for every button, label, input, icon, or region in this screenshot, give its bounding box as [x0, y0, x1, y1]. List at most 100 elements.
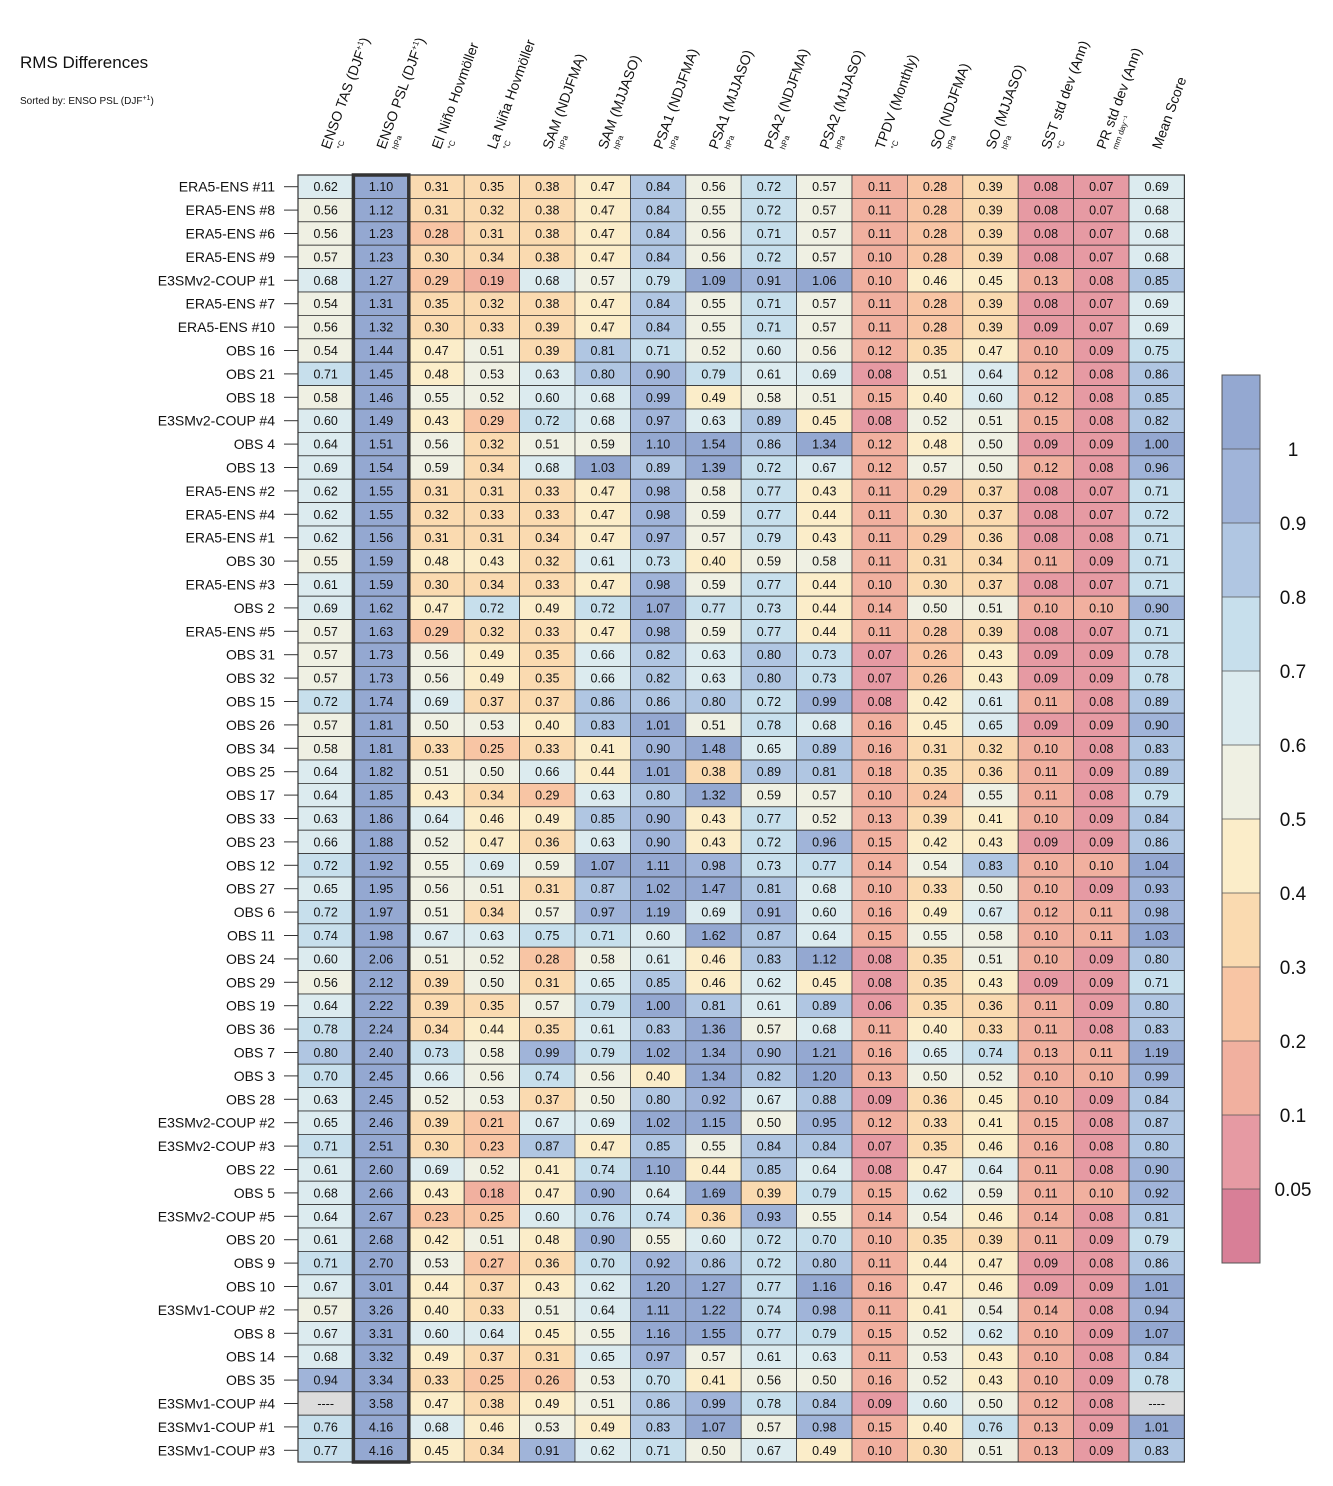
cell-value: 0.60: [314, 414, 338, 428]
cell-value: 0.49: [701, 391, 725, 405]
cell-value: 0.66: [535, 765, 559, 779]
cell-value: 0.33: [480, 1303, 504, 1317]
cell-value: 0.61: [591, 1023, 615, 1037]
cell-value: 0.57: [314, 718, 338, 732]
row-label: OBS 8: [234, 1325, 275, 1341]
cell-value: 2.60: [369, 1163, 393, 1177]
cell-value: 0.09: [1089, 952, 1113, 966]
row-label: OBS 31: [226, 647, 275, 663]
cell-value: 0.73: [646, 555, 670, 569]
column-header: TPDV (Monthly): [871, 52, 920, 151]
cell-value: 0.66: [591, 648, 615, 662]
cell-value: 0.57: [812, 250, 836, 264]
cell-value: 0.67: [812, 461, 836, 475]
cell-value: 0.69: [1145, 321, 1169, 335]
row-label: OBS 33: [226, 811, 275, 827]
cell-value: 0.10: [1089, 859, 1113, 873]
cell-value: 0.07: [1089, 578, 1113, 592]
cell-value: 0.68: [535, 461, 559, 475]
cell-value: 0.85: [1145, 274, 1169, 288]
cell-value: 0.09: [1089, 555, 1113, 569]
cell-value: 1.34: [701, 1046, 725, 1060]
row-label: OBS 36: [226, 1021, 275, 1037]
cell-value: 0.83: [1145, 1444, 1169, 1458]
cell-value: 0.48: [424, 367, 448, 381]
colorbar-tick-label: 0.2: [1280, 1032, 1306, 1053]
cell-value: 1.59: [369, 578, 393, 592]
cell-value: 3.34: [369, 1374, 393, 1388]
cell-value: 0.57: [314, 625, 338, 639]
cell-value: 0.52: [923, 1374, 947, 1388]
cell-value: 0.64: [424, 812, 448, 826]
cell-value: 0.83: [591, 718, 615, 732]
cell-value: 0.56: [424, 648, 448, 662]
cell-value: 0.08: [1034, 180, 1058, 194]
cell-value: 0.86: [701, 1257, 725, 1271]
row-label: ERA5-ENS #9: [186, 249, 276, 265]
cell-value: 2.46: [369, 1116, 393, 1130]
cell-value: 0.58: [314, 391, 338, 405]
cell-value: 0.55: [591, 1327, 615, 1341]
cell-value: 0.33: [535, 484, 559, 498]
cell-value: 0.69: [314, 461, 338, 475]
cell-value: 0.12: [868, 461, 892, 475]
cell-value: 0.10: [868, 274, 892, 288]
cell-value: 0.50: [812, 1374, 836, 1388]
cell-value: 3.31: [369, 1327, 393, 1341]
cell-value: 0.40: [923, 1023, 947, 1037]
cell-value: 0.85: [1145, 391, 1169, 405]
cell-value: 0.97: [646, 1350, 670, 1364]
cell-value: 0.11: [1034, 765, 1057, 779]
cell-value: 0.41: [535, 1163, 559, 1177]
cell-value: 1.55: [369, 484, 393, 498]
cell-value: 0.56: [701, 250, 725, 264]
cell-value: 0.68: [1145, 227, 1169, 241]
cell-value: 0.53: [480, 367, 504, 381]
cell-value: 0.29: [424, 625, 448, 639]
cell-value: 0.79: [701, 367, 725, 381]
subtitle-close: ): [150, 96, 153, 107]
cell-value: 0.11: [868, 531, 891, 545]
cell-value: 0.87: [591, 882, 615, 896]
cell-value: 0.12: [868, 1116, 892, 1130]
cell-value: 0.58: [812, 555, 836, 569]
cell-value: 0.78: [1145, 1374, 1169, 1388]
cell-value: 0.16: [868, 906, 892, 920]
cell-value: 0.71: [757, 227, 781, 241]
cell-value: 0.39: [978, 204, 1002, 218]
cell-value: 0.68: [314, 1186, 338, 1200]
cell-value: 2.68: [369, 1233, 393, 1247]
cell-value: 0.11: [868, 555, 891, 569]
cell-value: 0.90: [1145, 718, 1169, 732]
cell-value: 0.99: [646, 391, 670, 405]
cell-value: 0.07: [868, 648, 892, 662]
cell-value: 0.08: [1089, 695, 1113, 709]
cell-value: 0.69: [1145, 297, 1169, 311]
cell-value: 0.21: [480, 1116, 504, 1130]
cell-value: 0.86: [1145, 835, 1169, 849]
cell-value: 0.29: [480, 414, 504, 428]
cell-value: 0.39: [978, 625, 1002, 639]
row-label: OBS 13: [226, 460, 275, 476]
cell-value: 0.07: [1089, 625, 1113, 639]
row-label: OBS 32: [226, 670, 275, 686]
cell-value: 0.08: [1089, 274, 1113, 288]
colorbar-segment: [1222, 967, 1260, 1041]
row-label: E3SMv1-COUP #4: [158, 1396, 275, 1412]
cell-value: 0.50: [978, 438, 1002, 452]
row-label: OBS 23: [226, 834, 275, 850]
cell-value: 0.84: [812, 1140, 836, 1154]
cell-value: 1.11: [646, 859, 669, 873]
cell-value: 0.81: [757, 882, 781, 896]
cell-value: 0.74: [978, 1046, 1002, 1060]
cell-value: 0.10: [868, 578, 892, 592]
cell-value: 0.83: [1145, 742, 1169, 756]
cell-value: 0.11: [868, 1350, 891, 1364]
cell-value: 1.16: [646, 1327, 670, 1341]
cell-value: 0.47: [923, 1163, 947, 1177]
column-unit: °C: [501, 139, 513, 151]
cell-value: 0.08: [1034, 625, 1058, 639]
cell-value: 0.61: [757, 1350, 781, 1364]
cell-value: 0.31: [480, 484, 504, 498]
cell-value: 0.52: [424, 835, 448, 849]
